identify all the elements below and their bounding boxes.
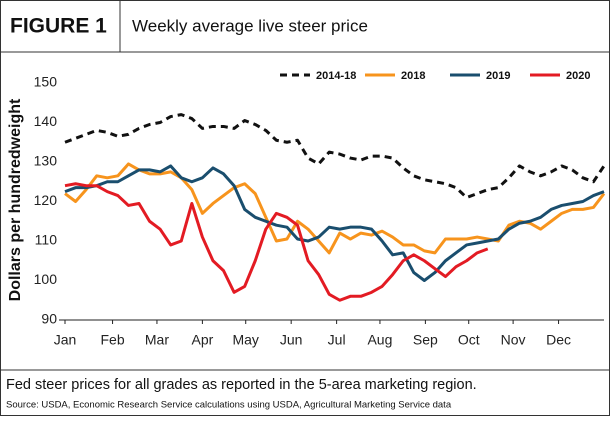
line-series <box>64 182 489 302</box>
x-tick-label: Jan <box>54 332 77 348</box>
y-tick-label: 120 <box>34 192 58 208</box>
figure-label: FIGURE 1 <box>10 15 107 38</box>
y-tick-label: 130 <box>34 153 58 169</box>
x-tick-label: Sep <box>413 332 438 348</box>
y-tick-label: 90 <box>41 311 57 327</box>
x-tick-label: Apr <box>191 332 213 348</box>
chart-title: Weekly average live steer price <box>132 16 368 35</box>
caption: Fed steer prices for all grades as repor… <box>6 377 477 393</box>
x-tick-label: Feb <box>100 332 124 348</box>
x-tick-label: Jun <box>280 332 303 348</box>
legend-label: 2019 <box>486 70 510 82</box>
legend-label: 2020 <box>566 70 590 82</box>
y-tick-label: 150 <box>34 74 58 90</box>
x-tick-label: Oct <box>458 332 480 348</box>
x-tick-label: Dec <box>546 332 571 348</box>
legend-label: 2014-18 <box>316 70 356 82</box>
y-tick-label: 100 <box>34 271 58 287</box>
y-tick-label: 110 <box>35 232 58 248</box>
y-axis-label: Dollars per hundredweight <box>7 98 24 301</box>
x-tick-label: Mar <box>145 332 169 348</box>
line-series <box>64 164 605 282</box>
x-tick-label: Nov <box>501 332 526 348</box>
x-tick-label: Jul <box>328 332 346 348</box>
legend-label: 2018 <box>401 70 425 82</box>
line-series <box>64 162 606 255</box>
y-tick-label: 140 <box>34 113 58 129</box>
line-series <box>64 113 606 200</box>
x-tick-label: Aug <box>367 332 392 348</box>
x-tick-label: May <box>232 332 258 348</box>
source: Source: USDA, Economic Research Service … <box>6 400 452 411</box>
